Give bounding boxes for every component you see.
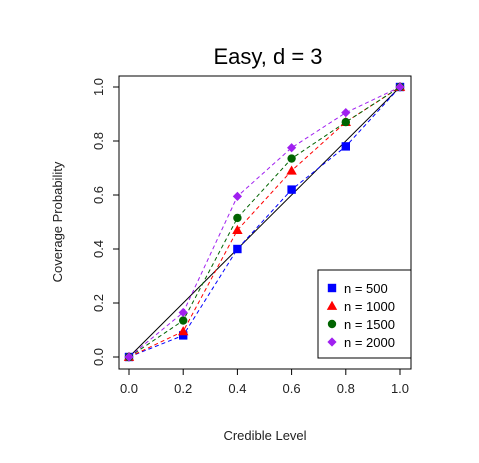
legend-item: n = 1000: [326, 299, 395, 314]
data-point: [341, 142, 350, 151]
legend-marker: [327, 337, 337, 347]
data-point: [287, 143, 297, 153]
y-tick-label: 0.0: [91, 348, 106, 366]
data-point: [179, 316, 188, 325]
x-tick-label: 0.6: [283, 381, 301, 396]
legend-item: n = 500: [327, 281, 388, 296]
legend-label: n = 1000: [344, 299, 395, 314]
x-tick-label: 0.4: [228, 381, 246, 396]
x-tick-label: 1.0: [391, 381, 409, 396]
x-tick-label: 0.8: [337, 381, 355, 396]
data-point: [178, 326, 189, 336]
y-tick-label: 0.8: [91, 132, 106, 150]
y-tick-label: 1.0: [91, 78, 106, 96]
data-point: [232, 224, 243, 234]
axes: 0.0 0.2 0.4 0.6 0.8 1.0 0.0 0.2 0.4 0.6 0.8 1.0: [91, 78, 409, 396]
data-point: [233, 244, 242, 254]
data-point: [287, 185, 296, 194]
legend-marker: [326, 300, 338, 310]
series-4: [124, 82, 405, 362]
x-tick-label: 0.2: [174, 381, 192, 396]
y-tick-label: 0.4: [91, 240, 106, 258]
data-point: [124, 352, 134, 362]
legend: n = 500 n = 1000 n = 1500 n = 2000: [317, 269, 412, 359]
data-point: [178, 307, 188, 318]
y-tick-label: 0.6: [91, 186, 106, 204]
data-point: [233, 213, 242, 223]
reference-diagonal-line: [128, 86, 401, 358]
legend-label: n = 2000: [344, 335, 395, 350]
reference-line-group: [128, 86, 401, 358]
data-point: [341, 108, 351, 118]
legend-item: n = 1500: [327, 317, 395, 332]
legend-label: n = 1500: [344, 317, 395, 332]
x-tick-label: 0.0: [120, 381, 138, 396]
data-point: [232, 191, 242, 201]
data-point: [287, 154, 296, 163]
series-line: [128, 86, 401, 358]
series-line: [128, 86, 401, 358]
legend-item: n = 2000: [327, 335, 395, 350]
x-axis-label: Credible Level: [223, 428, 306, 443]
data-point: [341, 117, 350, 127]
data-point: [179, 331, 188, 340]
plot-frame: [118, 75, 412, 370]
series-line: [128, 86, 401, 358]
chart-title: Easy, d = 3: [213, 44, 322, 69]
legend-label: n = 500: [344, 281, 388, 296]
data-point: [395, 82, 405, 92]
legend-marker: [327, 319, 337, 329]
y-axis-label: Coverage Probability: [50, 161, 65, 282]
y-tick-label: 0.2: [91, 294, 106, 312]
data-point: [286, 165, 297, 175]
legend-marker: [327, 283, 337, 293]
series-layer: [123, 81, 406, 362]
